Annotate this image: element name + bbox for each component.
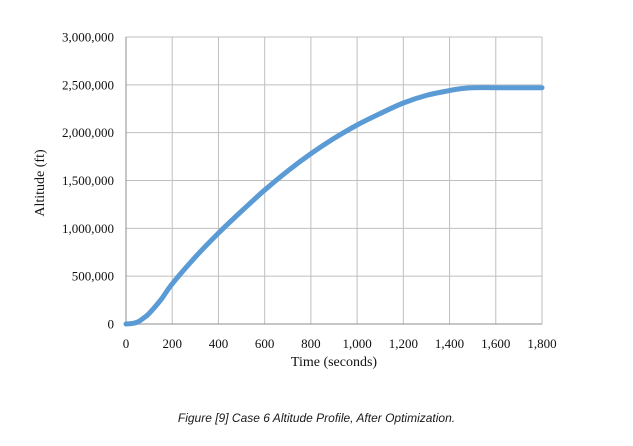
x-tick-label: 1,800 <box>527 336 556 351</box>
x-tick-label: 0 <box>123 336 130 351</box>
series-layer <box>123 85 545 327</box>
grid-lines <box>126 36 543 324</box>
x-tick-label: 800 <box>301 336 321 351</box>
figure-caption: Figure [9] Case 6 Altitude Profile, Afte… <box>177 411 456 425</box>
y-axis-title: Altitude (ft) <box>33 149 48 217</box>
x-tick-label: 1,000 <box>342 336 371 351</box>
altitude-series-line <box>123 85 545 327</box>
x-tick-label: 400 <box>209 336 229 351</box>
y-tick-label: 500,000 <box>72 269 114 284</box>
y-tick-label: 2,000,000 <box>62 125 114 140</box>
x-tick-label: 1,200 <box>389 336 418 351</box>
tick-labels: 0 200 400 600 800 1,000 1,200 1,400 1,600 1,800 0 5… <box>62 30 557 352</box>
x-tick-label: 200 <box>162 336 182 351</box>
y-tick-label: 2,500,000 <box>62 77 114 92</box>
axes <box>125 37 542 325</box>
y-tick-label: 1,500,000 <box>62 173 114 188</box>
x-tick-label: 1,600 <box>481 336 510 351</box>
x-axis-title: Time (seconds) <box>291 355 378 370</box>
x-tick-label: 1,400 <box>435 336 464 351</box>
x-tick-label: 600 <box>255 336 275 351</box>
y-tick-label: 1,000,000 <box>62 221 114 236</box>
y-tick-label: 0 <box>108 317 115 332</box>
y-tick-label: 3,000,000 <box>62 30 114 45</box>
